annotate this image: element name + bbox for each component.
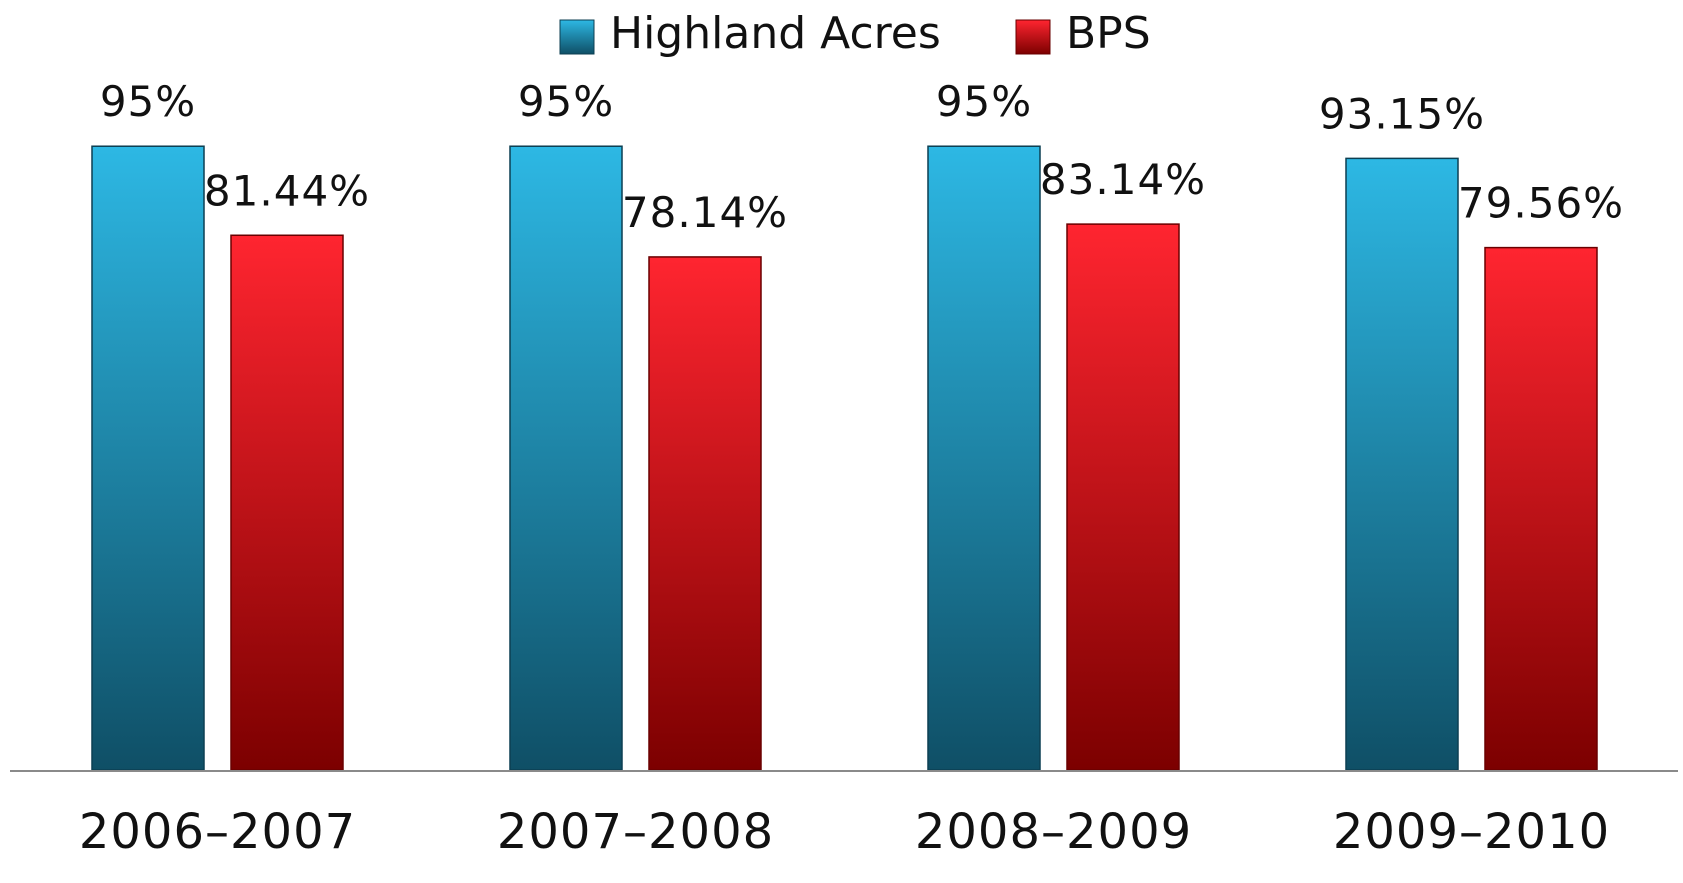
bar-highland-acres-2009-2010 <box>1345 157 1459 771</box>
legend-swatch-bps <box>1015 19 1051 55</box>
bar-bps-2009-2010 <box>1484 246 1598 771</box>
value-label-bps-2008-2009: 83.14% <box>1040 155 1206 204</box>
category-label-2007-2008: 2007–2008 <box>497 804 774 860</box>
legend: Highland Acres BPS <box>559 8 1151 59</box>
value-labels-layer: 95%81.44%95%78.14%95%83.14%93.15%79.56% <box>100 77 1624 237</box>
category-label-2009-2010: 2009–2010 <box>1333 804 1610 860</box>
value-label-highland-acres-2008-2009: 95% <box>936 77 1032 126</box>
value-label-highland-acres-2006-2007: 95% <box>100 77 196 126</box>
legend-swatch-highland-acres <box>559 19 595 55</box>
bars-layer <box>91 145 1598 771</box>
value-label-bps-2006-2007: 81.44% <box>204 166 370 215</box>
value-label-highland-acres-2007-2008: 95% <box>518 77 614 126</box>
bar-highland-acres-2007-2008 <box>509 145 623 771</box>
bar-highland-acres-2006-2007 <box>91 145 205 771</box>
category-label-2008-2009: 2008–2009 <box>915 804 1192 860</box>
category-label-2006-2007: 2006–2007 <box>79 804 356 860</box>
bar-highland-acres-2008-2009 <box>927 145 1041 771</box>
bar-bps-2007-2008 <box>648 256 762 771</box>
value-label-bps-2007-2008: 78.14% <box>622 188 788 237</box>
bar-bps-2006-2007 <box>230 234 344 771</box>
value-label-highland-acres-2009-2010: 93.15% <box>1319 89 1485 138</box>
legend-label-bps: BPS <box>1066 8 1151 59</box>
value-label-bps-2009-2010: 79.56% <box>1458 179 1624 228</box>
legend-label-highland-acres: Highland Acres <box>610 8 941 59</box>
category-labels-layer: 2006–2007 2007–2008 2008–2009 2009–2010 <box>79 804 1610 860</box>
bar-bps-2008-2009 <box>1066 223 1180 771</box>
